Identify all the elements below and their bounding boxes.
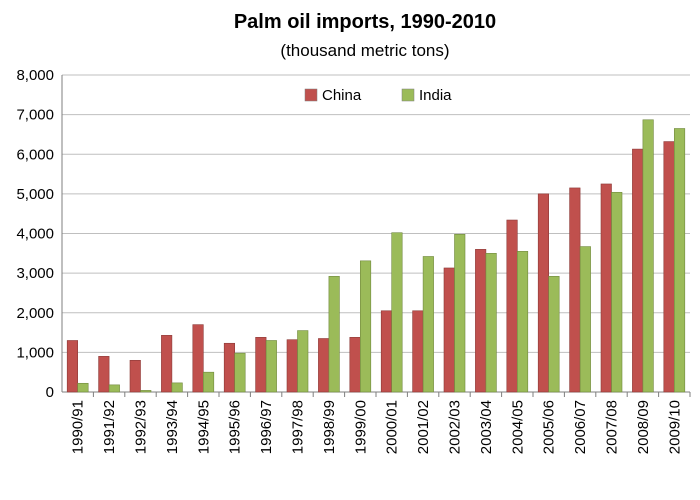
y-tick-label: 8,000 <box>16 67 54 84</box>
x-tick-label: 1999/00 <box>352 400 369 454</box>
bar-china-1997-98 <box>286 339 298 393</box>
x-tick-label: 1994/95 <box>195 400 212 454</box>
bar-china-2009-10 <box>663 141 675 393</box>
y-tick-label: 2,000 <box>16 305 54 322</box>
bar-india-1997-98 <box>297 330 309 393</box>
legend-swatch-india <box>401 88 415 102</box>
y-tick-label: 6,000 <box>16 146 54 163</box>
chart-subtitle: (thousand metric tons) <box>280 41 449 60</box>
legend-label-india: India <box>419 87 452 104</box>
y-axis-ticks: 0 1,000 2,000 3,000 4,000 5,000 6,000 7,000 8,00… <box>16 67 54 401</box>
bars <box>66 119 691 397</box>
x-tick-label: 2005/06 <box>541 400 558 454</box>
bar-china-1996-97 <box>255 337 267 393</box>
legend-label-china: China <box>322 87 362 104</box>
x-tick-label: 2009/10 <box>666 400 683 454</box>
bar-india-1992-93 <box>140 390 152 393</box>
bar-china-1990-91 <box>66 340 78 393</box>
x-tick-label: 1992/93 <box>133 400 150 454</box>
y-tick-label: 0 <box>46 384 54 401</box>
bar-india-1996-97 <box>265 340 277 393</box>
legend: China India <box>304 87 452 104</box>
y-tick-label: 1,000 <box>16 344 54 361</box>
x-tick-label: 2000/01 <box>384 400 401 454</box>
bar-india-2009-10 <box>673 128 686 393</box>
bar-india-2006-07 <box>579 246 591 393</box>
x-tick-label: 1993/94 <box>164 400 181 454</box>
bar-china-2007-08 <box>600 183 612 393</box>
x-tick-label: 1990/91 <box>70 400 87 454</box>
bar-india-1999-00 <box>359 260 372 393</box>
bar-china-1991-92 <box>98 356 110 393</box>
bar-china-2000-01 <box>380 310 393 393</box>
x-tick-label: 2008/09 <box>635 400 652 454</box>
x-tick-label: 2004/05 <box>509 400 526 454</box>
bar-china-2005-06 <box>537 193 550 393</box>
x-tick-label: 1995/96 <box>227 400 244 454</box>
bar-china-1994-95 <box>192 324 204 393</box>
bar-india-1991-92 <box>108 384 120 393</box>
legend-swatch-china <box>304 88 318 102</box>
bar-india-2000-01 <box>391 232 403 393</box>
bar-india-2002-03 <box>454 233 466 393</box>
bar-india-2003-04 <box>485 253 497 393</box>
x-tick-label: 1996/97 <box>258 400 275 454</box>
bar-china-2008-09 <box>632 148 644 393</box>
bar-china-2002-03 <box>443 267 455 393</box>
chart-title: Palm oil imports, 1990-2010 <box>234 11 496 33</box>
x-axis-ticks: 1990/91 1991/92 1992/93 1993/94 1994/95 1995/… <box>70 400 684 454</box>
bar-india-1995-96 <box>234 352 246 393</box>
x-tick-label: 1997/98 <box>290 400 307 454</box>
x-tick-label: 2001/02 <box>415 400 432 454</box>
bar-india-1998-99 <box>328 275 340 393</box>
bar-india-1993-94 <box>171 382 183 393</box>
gridlines <box>61 74 690 393</box>
bar-india-2005-06 <box>548 275 560 393</box>
bar-india-2008-09 <box>642 119 654 393</box>
y-tick-label: 3,000 <box>16 265 54 282</box>
bar-india-1994-95 <box>203 371 215 393</box>
x-tick-label: 2006/07 <box>572 400 589 454</box>
x-tick-label: 2002/03 <box>447 400 464 454</box>
x-tick-label: 2003/04 <box>478 400 495 454</box>
bar-china-2004-05 <box>506 219 518 393</box>
bar-china-2006-07 <box>569 187 581 393</box>
bar-china-1999-00 <box>349 337 361 393</box>
x-tick-label: 1998/99 <box>321 400 338 454</box>
x-tick-label: 2007/08 <box>604 400 621 454</box>
bar-china-1992-93 <box>129 359 141 393</box>
bar-india-2007-08 <box>611 191 623 393</box>
y-tick-label: 5,000 <box>16 186 54 203</box>
bar-china-1993-94 <box>161 335 173 393</box>
bar-china-1998-99 <box>318 338 330 393</box>
y-tick-label: 4,000 <box>16 226 54 243</box>
bar-india-1990-91 <box>77 382 89 393</box>
y-tick-label: 7,000 <box>16 107 54 124</box>
bar-china-1995-96 <box>223 342 235 393</box>
bar-china-2001-02 <box>412 310 424 393</box>
bar-china-2003-04 <box>475 249 487 393</box>
bar-india-2004-05 <box>516 251 529 393</box>
bar-india-2001-02 <box>422 256 434 393</box>
x-tick-label: 1991/92 <box>101 400 118 454</box>
